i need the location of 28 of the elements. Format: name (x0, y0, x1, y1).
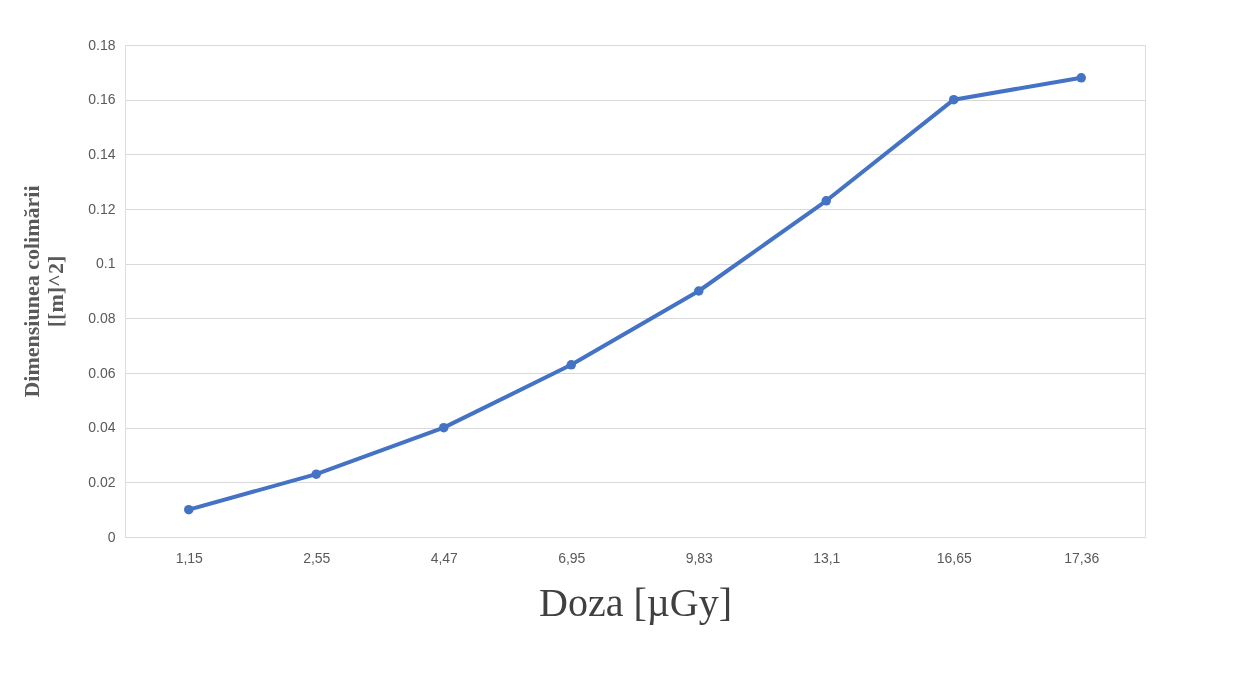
x-tick-label: 9,83 (685, 549, 714, 566)
y-tick-label: 0.18 (88, 36, 116, 53)
y-tick-label: 0.1 (96, 255, 116, 272)
y-tick-label: 0.12 (88, 200, 116, 217)
point (439, 422, 449, 433)
x-tick-label: 6,95 (558, 549, 586, 566)
y-tick-label: 0.02 (88, 473, 116, 490)
point (1076, 73, 1086, 83)
y-axis-title: Dimensiunea colimării [[m]^2] (19, 185, 69, 398)
point (566, 360, 576, 370)
point (184, 504, 194, 515)
y-tick-label: 0.04 (88, 419, 116, 436)
point (821, 196, 831, 206)
x-tick-label: 17,36 (1064, 549, 1100, 566)
x-tick-label: 4,47 (430, 549, 459, 566)
y-tick-label: 0.16 (88, 91, 116, 108)
y-tick-label: 0.14 (88, 145, 116, 162)
x-tick-label: 1,15 (175, 549, 204, 566)
x-tick-label: 2,55 (303, 549, 331, 566)
point (311, 469, 321, 479)
point (949, 94, 959, 105)
y-tick-label: 0 (107, 528, 116, 545)
x-tick-label: 16,65 (936, 549, 972, 566)
point (694, 286, 704, 296)
y-tick-label: 0.08 (88, 309, 116, 326)
y-tick-label: 0.06 (88, 364, 116, 381)
x-tick-label: 13,1 (813, 549, 841, 566)
x-axis-title: Doza [µGy] (539, 579, 732, 625)
